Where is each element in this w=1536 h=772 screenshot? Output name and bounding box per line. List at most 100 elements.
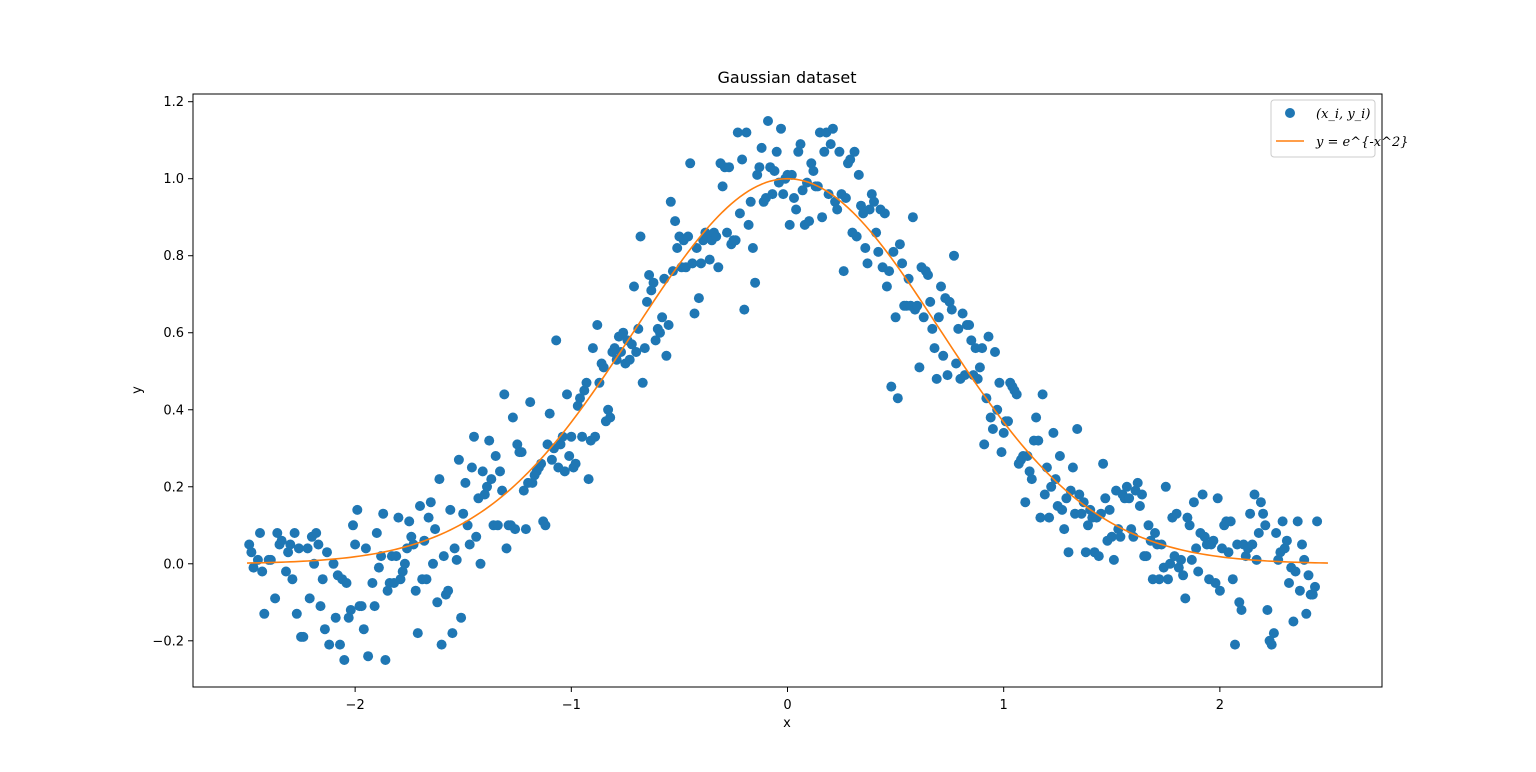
data-point xyxy=(516,447,527,458)
data-point xyxy=(559,466,570,477)
data-point xyxy=(350,539,361,550)
data-point xyxy=(313,539,324,550)
data-point xyxy=(404,516,415,527)
data-point xyxy=(423,512,434,523)
data-point xyxy=(931,373,942,384)
data-point xyxy=(527,477,538,488)
data-point xyxy=(592,320,603,330)
data-point xyxy=(881,281,892,292)
data-point xyxy=(590,431,601,442)
data-point xyxy=(339,655,350,665)
data-point xyxy=(722,227,732,238)
data-point xyxy=(1165,558,1176,569)
data-point xyxy=(270,593,281,604)
data-point xyxy=(1121,481,1132,492)
data-point xyxy=(443,585,454,596)
data-point xyxy=(458,508,469,519)
data-point xyxy=(637,377,648,388)
data-point xyxy=(1104,504,1115,515)
data-point xyxy=(466,462,477,473)
data-point xyxy=(754,162,765,173)
data-point xyxy=(985,412,996,423)
data-point xyxy=(933,312,944,323)
data-point xyxy=(743,219,754,230)
data-point xyxy=(819,146,830,157)
data-point xyxy=(1141,551,1152,562)
data-point xyxy=(1253,528,1264,538)
legend: (x_i, y_i) y = e^{-x^2} xyxy=(1270,99,1409,158)
data-point xyxy=(851,231,862,242)
data-point xyxy=(840,193,851,203)
data-point xyxy=(1284,578,1294,588)
data-point xyxy=(741,127,752,138)
data-point xyxy=(977,343,988,354)
data-point xyxy=(734,208,745,219)
data-point xyxy=(739,304,750,315)
data-point xyxy=(1106,531,1117,542)
data-point xyxy=(795,139,806,150)
data-point xyxy=(432,597,443,608)
data-point xyxy=(998,427,1009,438)
data-point xyxy=(626,339,637,350)
data-point xyxy=(629,281,639,292)
data-point xyxy=(1039,489,1050,500)
data-point xyxy=(436,639,447,650)
data-point xyxy=(1108,554,1119,565)
data-point xyxy=(1059,524,1070,535)
data-point xyxy=(959,370,970,381)
data-point xyxy=(624,354,635,365)
y-tick-label: 0.8 xyxy=(163,249,184,264)
data-point xyxy=(445,504,456,515)
data-point xyxy=(1067,462,1078,473)
data-point xyxy=(579,385,590,396)
data-point xyxy=(1176,554,1186,565)
data-point xyxy=(449,543,460,554)
data-point xyxy=(328,558,339,569)
data-point xyxy=(577,431,588,442)
gaussian-curve-line xyxy=(247,177,1328,564)
data-point xyxy=(1072,424,1083,434)
data-point xyxy=(499,389,510,400)
data-point xyxy=(1011,389,1022,400)
data-point xyxy=(987,424,998,434)
data-point xyxy=(598,362,609,373)
data-point xyxy=(352,504,363,515)
data-point xyxy=(1024,466,1035,477)
data-point xyxy=(942,370,953,381)
data-point xyxy=(659,273,670,284)
data-point xyxy=(687,258,698,269)
data-point xyxy=(642,296,652,307)
data-point xyxy=(1124,493,1135,504)
data-point xyxy=(791,204,802,215)
data-point xyxy=(903,273,914,284)
data-point xyxy=(1050,474,1061,485)
data-point xyxy=(380,655,391,665)
data-point xyxy=(944,296,955,307)
legend-scatter-marker xyxy=(1285,108,1295,118)
data-point xyxy=(395,574,406,585)
data-point xyxy=(371,528,382,538)
data-point xyxy=(324,639,335,650)
data-point xyxy=(605,412,616,423)
y-tick-label: 0.4 xyxy=(163,403,184,418)
data-point xyxy=(255,528,265,538)
data-point xyxy=(929,343,940,354)
data-point xyxy=(1026,474,1037,485)
data-point xyxy=(992,404,1003,415)
data-point xyxy=(925,296,936,307)
data-point xyxy=(856,200,866,211)
data-point xyxy=(1171,508,1182,519)
data-point xyxy=(311,528,322,538)
data-point xyxy=(1227,574,1238,585)
data-point xyxy=(1132,477,1143,488)
data-point xyxy=(1271,528,1282,538)
data-point xyxy=(428,558,438,569)
data-point xyxy=(897,258,908,269)
data-point xyxy=(750,277,761,288)
legend-label-scatter: (x_i, y_i) xyxy=(1316,107,1370,122)
data-point xyxy=(983,331,994,342)
data-point xyxy=(873,246,884,257)
data-point xyxy=(979,439,990,450)
data-point xyxy=(860,243,871,253)
